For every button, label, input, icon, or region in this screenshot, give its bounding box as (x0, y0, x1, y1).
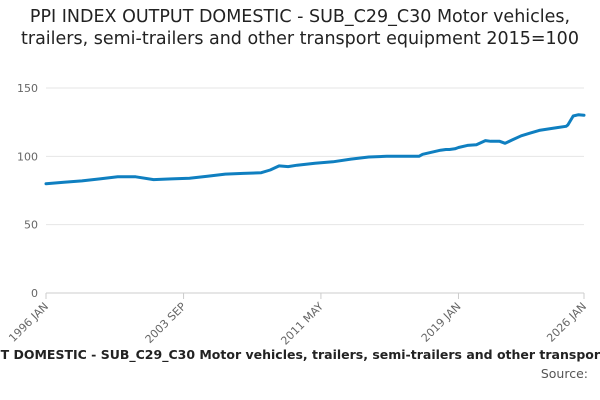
legend-series-label: T DOMESTIC - SUB_C29_C30 Motor vehicles,… (0, 347, 600, 362)
y-tick-label-0: 0 (31, 287, 38, 300)
series-line-0 (44, 113, 586, 186)
y-tick-label-1: 50 (24, 219, 38, 232)
y-axis: 0 50 100 150 (17, 82, 38, 300)
chart-title: PPI INDEX OUTPUT DOMESTIC - SUB_C29_C30 … (21, 7, 579, 49)
y-tick-label-2: 100 (17, 150, 38, 163)
source-label: Source: (540, 366, 588, 381)
x-tick-label-0: 1996 JAN (6, 300, 51, 345)
x-tick-label-2: 2011 MAY (278, 300, 326, 348)
x-axis: 1996 JAN 2003 SEP 2011 MAY 2019 JAN 2026 JAN (6, 292, 589, 348)
x-tick-label-1: 2003 SEP (143, 300, 189, 346)
legend: T DOMESTIC - SUB_C29_C30 Motor vehicles,… (0, 347, 600, 367)
y-tick-label-3: 150 (17, 82, 38, 95)
x-tick-label-4: 2026 JAN (544, 300, 589, 345)
x-tick-label-3: 2019 JAN (419, 300, 464, 345)
gridlines (46, 87, 584, 294)
plot-area (44, 113, 586, 186)
